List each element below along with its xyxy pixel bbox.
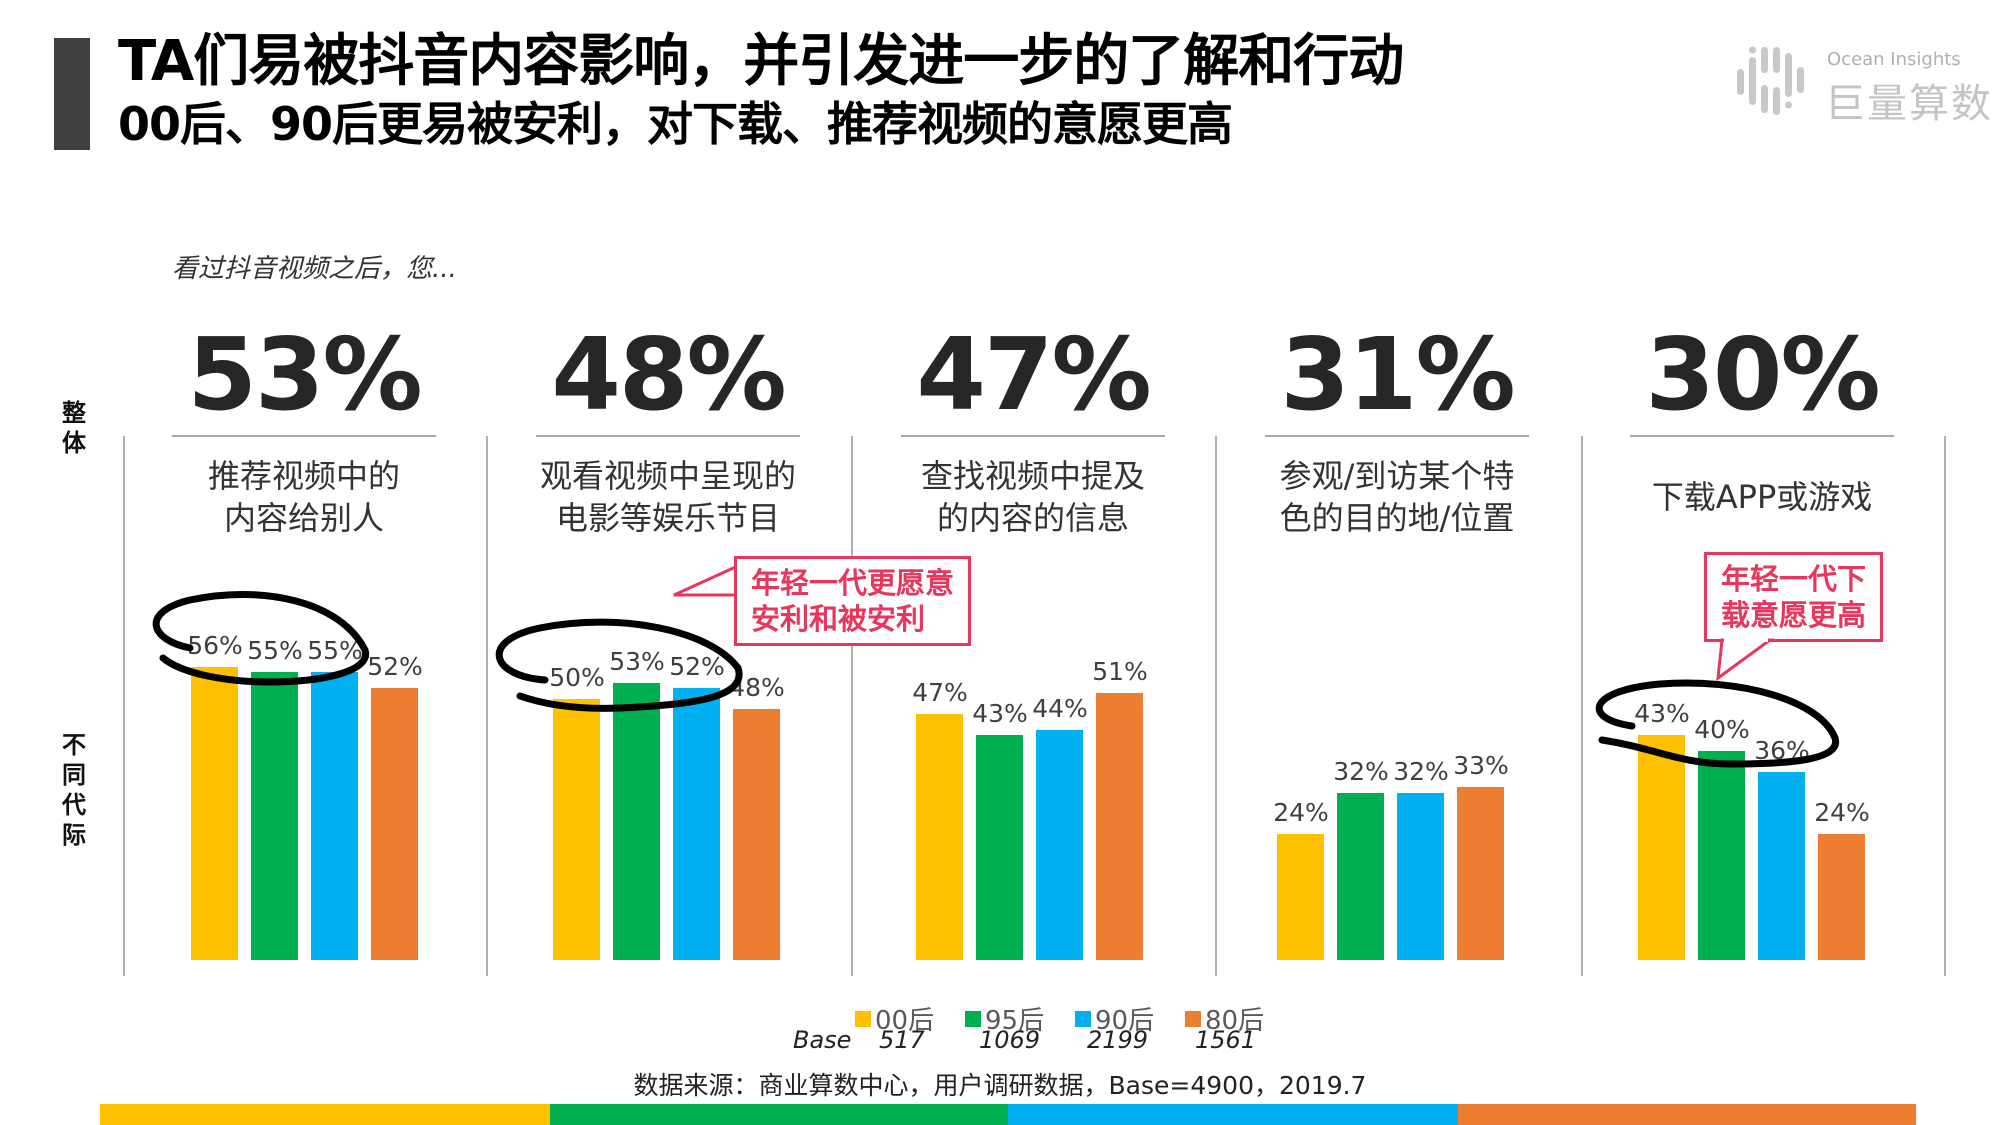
bar-value-label: 50% <box>549 662 605 692</box>
bar-90后 <box>1758 771 1805 960</box>
category-label: 观看视频中呈现的 电影等娱乐节目 <box>539 457 796 537</box>
bar-95后 <box>1698 750 1745 960</box>
header-rule <box>1265 435 1529 437</box>
category-label: 下载APP或游戏 <box>1651 478 1873 516</box>
footer-stripe-orange <box>1458 1104 1916 1125</box>
column-divider <box>486 436 488 976</box>
bar-value-label: 24% <box>1273 798 1329 828</box>
callout-1-pointer <box>673 563 740 597</box>
bar-value-label: 43% <box>972 699 1028 729</box>
question-prompt: 看过抖音视频之后，您... <box>172 254 457 284</box>
bar-80后 <box>1457 787 1504 960</box>
bar-00后 <box>553 698 600 960</box>
overall-percent: 53% <box>187 316 422 433</box>
bar-value-label: 56% <box>187 631 243 661</box>
bar-value-label: 51% <box>1092 657 1148 687</box>
page-subtitle: 00后、90后更易被安利，对下载、推荐视频的意愿更高 <box>118 97 1233 151</box>
title-accent-bar <box>54 38 90 150</box>
bar-00后 <box>1638 735 1685 960</box>
bar-value-label: 32% <box>1333 756 1389 786</box>
ellipse-group-5 <box>1595 679 1840 768</box>
bar-90后 <box>311 672 358 960</box>
base-00: 517 <box>879 1026 925 1054</box>
legend-item-90: 90后 <box>1075 1000 1154 1037</box>
footer-stripe-blue <box>1008 1104 1458 1125</box>
bar-90后 <box>673 688 720 960</box>
bar-80后 <box>371 688 418 960</box>
logo-text-en: Ocean Insights <box>1827 49 1961 70</box>
bar-00后 <box>191 667 238 960</box>
ellipse-group-1 <box>152 590 370 686</box>
callout-2-pointer <box>1716 638 1775 682</box>
bar-90后 <box>1397 792 1444 960</box>
logo-bars-icon <box>1737 46 1804 115</box>
bar-value-label: 24% <box>1814 798 1870 828</box>
bar-value-label: 47% <box>912 678 968 708</box>
bar-value-label: 44% <box>1032 693 1088 723</box>
base-label: Base <box>793 1026 852 1054</box>
bar-80后 <box>1096 693 1143 960</box>
side-label-generations: 不同代际 <box>62 731 86 849</box>
bar-90后 <box>1036 729 1083 960</box>
bar-95后 <box>251 672 298 960</box>
side-label-overall: 整体 <box>62 399 86 457</box>
bar-95后 <box>976 735 1023 960</box>
callout-young-generation-recommend: 年轻一代更愿意 安利和被安利 <box>734 556 972 646</box>
footer-stripe-yellow <box>100 1104 550 1125</box>
header-rule <box>901 435 1165 437</box>
data-source-note: 数据来源：商业算数中心，用户调研数据，Base=4900，2019.7 <box>633 1071 1367 1100</box>
legend-item-80: 80后 <box>1185 1000 1264 1037</box>
legend-swatch <box>1075 1011 1091 1027</box>
bar-value-label: 55% <box>307 636 363 666</box>
overall-percent: 47% <box>916 316 1151 433</box>
column-divider <box>1944 436 1946 976</box>
bar-95后 <box>1337 792 1384 960</box>
bar-value-label: 40% <box>1694 714 1750 744</box>
header-rule <box>1630 435 1894 437</box>
legend-swatch <box>855 1011 871 1027</box>
callout-young-generation-download: 年轻一代下 载意愿更高 <box>1704 552 1884 642</box>
bar-00后 <box>916 714 963 960</box>
logo-text-cn: 巨量算数 <box>1825 81 1993 127</box>
base-90: 2199 <box>1087 1026 1149 1054</box>
category-label: 查找视频中提及 的内容的信息 <box>920 457 1145 537</box>
legend-item-95: 95后 <box>965 1000 1044 1037</box>
bar-value-label: 52% <box>367 652 423 682</box>
bar-95后 <box>613 682 660 960</box>
ellipse-group-2 <box>495 618 743 712</box>
bar-80后 <box>733 708 780 960</box>
bar-value-label: 32% <box>1393 756 1449 786</box>
bar-value-label: 55% <box>247 636 303 666</box>
page-title: TA们易被抖音内容影响，并引发进一步的了解和行动 <box>118 29 1404 94</box>
category-label: 参观/到访某个特 色的目的地/位置 <box>1279 457 1515 537</box>
bar-value-label: 33% <box>1453 751 1509 781</box>
bar-value-label: 52% <box>669 652 725 682</box>
base-80: 1561 <box>1195 1026 1257 1054</box>
column-divider <box>123 436 125 976</box>
column-divider <box>851 436 853 976</box>
legend-swatch <box>965 1011 981 1027</box>
base-95: 1069 <box>979 1026 1041 1054</box>
column-divider <box>1581 436 1583 976</box>
header-rule <box>172 435 436 437</box>
bar-00后 <box>1277 834 1324 960</box>
legend-item-00: 00后 <box>855 1000 934 1037</box>
bar-80后 <box>1818 834 1865 960</box>
overall-percent: 30% <box>1645 316 1880 433</box>
header-rule <box>536 435 800 437</box>
column-divider <box>1215 436 1217 976</box>
footer-stripe-green <box>550 1104 1008 1125</box>
bar-value-label: 53% <box>609 646 665 676</box>
overall-percent: 48% <box>551 316 786 433</box>
category-label: 推荐视频中的 内容给别人 <box>207 457 400 537</box>
legend-swatch <box>1185 1011 1201 1027</box>
bar-value-label: 43% <box>1634 699 1690 729</box>
overall-percent: 31% <box>1280 316 1515 433</box>
ocean-insights-logo: Ocean Insights 巨量算数 <box>1735 45 1995 127</box>
